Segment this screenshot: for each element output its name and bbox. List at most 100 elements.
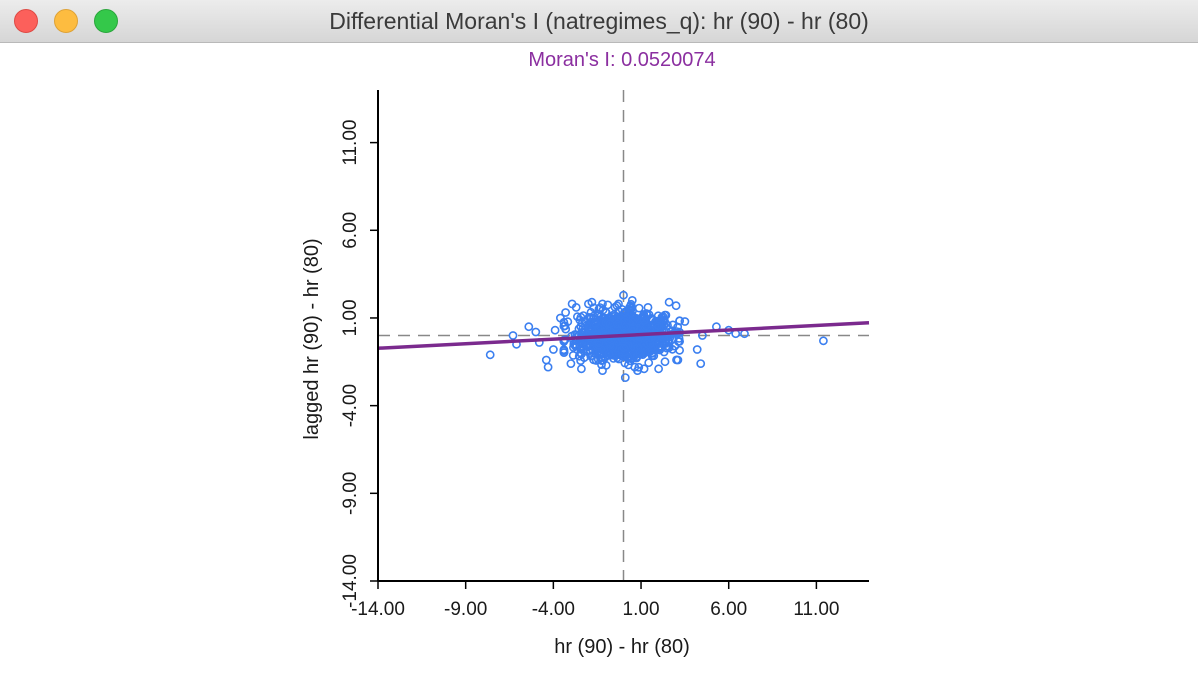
data-point bbox=[621, 341, 631, 351]
data-point bbox=[620, 347, 629, 357]
data-point bbox=[594, 338, 604, 347]
data-point bbox=[612, 314, 622, 324]
data-point bbox=[819, 336, 828, 346]
data-point bbox=[584, 312, 594, 322]
minimize-button[interactable] bbox=[54, 9, 78, 33]
data-point bbox=[692, 345, 702, 354]
data-point bbox=[541, 355, 551, 365]
data-points bbox=[485, 290, 828, 382]
data-point bbox=[634, 303, 644, 313]
data-point bbox=[543, 362, 553, 372]
data-point bbox=[556, 313, 565, 323]
data-point bbox=[643, 302, 653, 312]
regression-line bbox=[377, 320, 870, 351]
x-tick-label: 6.00 bbox=[710, 599, 747, 620]
y-tick-label: -9.00 bbox=[340, 472, 361, 515]
data-point bbox=[601, 318, 611, 327]
y-tick-label: 6.00 bbox=[340, 212, 361, 249]
data-point bbox=[597, 356, 607, 365]
data-point bbox=[628, 317, 638, 327]
data-point bbox=[654, 364, 663, 374]
data-point bbox=[597, 360, 606, 369]
data-point bbox=[531, 327, 541, 337]
data-point bbox=[571, 302, 581, 312]
data-point bbox=[635, 348, 645, 358]
y-tick-label: 1.00 bbox=[340, 299, 361, 336]
data-point bbox=[574, 351, 584, 361]
data-point bbox=[629, 342, 639, 352]
data-point bbox=[659, 347, 669, 357]
y-axis-label: lagged hr (90) - hr (80) bbox=[301, 238, 323, 439]
data-point bbox=[549, 345, 558, 354]
x-tick-label: -9.00 bbox=[444, 599, 487, 620]
data-point bbox=[573, 312, 582, 322]
chart-title: Moran's I: 0.0520074 bbox=[528, 49, 715, 71]
axes: -14.00 -9.00 -4.00 1.00 6.00 11.00 -14.00 -9.00… bbox=[340, 90, 869, 620]
data-point bbox=[577, 364, 586, 374]
y-tick-label: -14.00 bbox=[340, 554, 361, 608]
data-point bbox=[605, 319, 615, 329]
data-point bbox=[524, 322, 534, 332]
data-point bbox=[680, 317, 690, 326]
data-point bbox=[619, 343, 629, 353]
data-point bbox=[664, 297, 674, 307]
data-point bbox=[559, 348, 569, 357]
data-point bbox=[508, 331, 518, 340]
data-point bbox=[566, 359, 576, 368]
plot-area: Moran's I: 0.0520074 -14.00 -9.00 -4.00 1.0… bbox=[0, 43, 1198, 680]
y-tick-label: 11.00 bbox=[340, 120, 361, 166]
data-point bbox=[598, 366, 607, 375]
data-point bbox=[605, 340, 615, 349]
data-point bbox=[561, 308, 570, 317]
x-tick-label: 1.00 bbox=[623, 599, 660, 620]
data-point bbox=[604, 349, 614, 358]
data-point bbox=[645, 339, 655, 348]
regression-line-group bbox=[377, 320, 870, 351]
data-point bbox=[586, 307, 596, 317]
data-point bbox=[550, 325, 560, 335]
data-point bbox=[576, 356, 585, 365]
data-point bbox=[639, 315, 649, 325]
title-bar: Differential Moran's I (natregimes_q): h… bbox=[0, 0, 1198, 43]
data-point bbox=[627, 295, 637, 305]
moran-scatter-plot[interactable]: Moran's I: 0.0520074 -14.00 -9.00 -4.00 1.0… bbox=[0, 43, 1198, 680]
window-title: Differential Moran's I (natregimes_q): h… bbox=[329, 8, 869, 34]
y-tick-label: -4.00 bbox=[340, 384, 361, 427]
data-point bbox=[644, 358, 654, 368]
data-point bbox=[559, 345, 569, 355]
data-point bbox=[633, 366, 642, 375]
x-tick-label: 11.00 bbox=[793, 599, 839, 620]
data-point bbox=[598, 299, 607, 309]
x-tick-label: -14.00 bbox=[351, 599, 405, 620]
data-point bbox=[696, 359, 706, 368]
data-point bbox=[619, 290, 628, 300]
data-point bbox=[620, 307, 629, 317]
data-point bbox=[591, 318, 600, 328]
x-tick-label: -4.00 bbox=[532, 599, 575, 620]
data-point bbox=[603, 344, 613, 354]
zoom-button[interactable] bbox=[94, 9, 118, 33]
data-point bbox=[587, 297, 597, 307]
close-button[interactable] bbox=[14, 9, 38, 33]
data-point bbox=[585, 348, 595, 357]
data-point bbox=[673, 355, 683, 365]
data-point bbox=[559, 321, 569, 331]
data-point bbox=[608, 342, 618, 352]
x-axis-label: hr (90) - hr (80) bbox=[554, 636, 690, 658]
data-point bbox=[614, 306, 623, 316]
data-point bbox=[660, 357, 670, 367]
data-point bbox=[628, 313, 638, 322]
data-point bbox=[648, 315, 658, 325]
data-point bbox=[485, 350, 495, 360]
data-point bbox=[661, 319, 671, 328]
data-point bbox=[624, 360, 633, 370]
data-point bbox=[578, 323, 588, 333]
data-point bbox=[598, 305, 608, 315]
data-point bbox=[675, 345, 684, 355]
data-point bbox=[621, 322, 631, 331]
data-point bbox=[647, 348, 657, 358]
data-point bbox=[577, 339, 587, 349]
data-point bbox=[617, 319, 626, 329]
data-point bbox=[657, 335, 666, 345]
